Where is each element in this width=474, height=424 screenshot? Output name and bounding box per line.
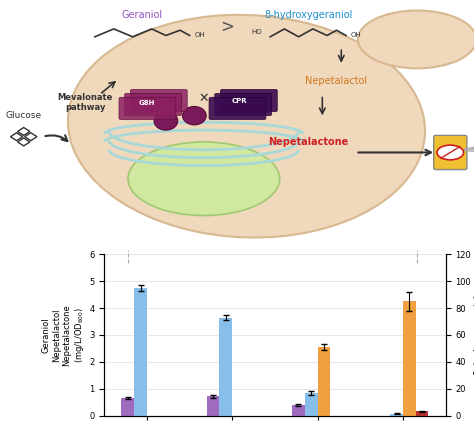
Bar [403,301,416,416]
Ellipse shape [182,106,206,125]
Bar [318,347,330,416]
Bar [207,396,219,416]
Text: Mevalonate
pathway: Mevalonate pathway [58,93,113,112]
Text: HO: HO [251,29,262,35]
FancyBboxPatch shape [215,93,272,116]
FancyBboxPatch shape [434,135,467,170]
FancyBboxPatch shape [220,89,277,112]
Text: 8-hydroxygeraniol: 8-hydroxygeraniol [264,11,352,20]
Text: G8H: G8H [139,100,155,106]
Text: OH: OH [194,32,205,38]
Text: ✕: ✕ [199,92,209,105]
Text: Nepetalactol: Nepetalactol [305,76,368,86]
Bar [305,393,318,416]
FancyBboxPatch shape [130,89,187,112]
Bar [390,414,403,416]
Ellipse shape [358,11,474,68]
Text: Nepetalactone: Nepetalactone [268,137,348,147]
FancyBboxPatch shape [125,93,182,116]
FancyBboxPatch shape [119,97,176,120]
Ellipse shape [154,112,178,130]
FancyBboxPatch shape [209,97,266,120]
Ellipse shape [68,15,425,237]
Text: OH: OH [351,32,361,38]
Text: >: > [220,17,235,36]
Bar [292,405,305,416]
Bar [416,411,428,416]
Ellipse shape [128,142,280,215]
Bar [121,398,134,416]
Text: Geraniol: Geraniol [122,11,163,20]
Text: CPR: CPR [232,98,247,104]
Circle shape [437,145,464,160]
Y-axis label: Geraniol
Nepetalactol
Nepetalactone
(mg/L/OD$_{600}$): Geraniol Nepetalactol Nepetalactone (mg/… [42,304,86,366]
Bar [134,288,147,416]
Text: Glucose: Glucose [6,111,42,120]
Bar [219,318,232,416]
